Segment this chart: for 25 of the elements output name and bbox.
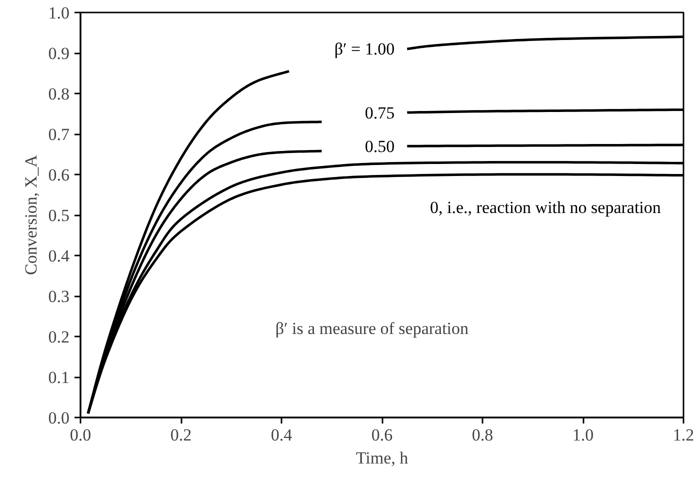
x-axis-title: Time, h: [356, 448, 409, 468]
annotation: β′ is a measure of separation: [275, 318, 470, 338]
y-tick-label: 0.3: [48, 287, 70, 306]
series-label: 0.50: [364, 137, 395, 156]
x-tick-label: 0.2: [170, 426, 192, 444]
series-label: 0, i.e., reaction with no separation: [430, 198, 662, 218]
x-tick-label: 1.2: [672, 426, 694, 444]
y-axis-title: Conversion, X_A: [21, 154, 40, 275]
x-tick-label: 0.0: [70, 426, 92, 444]
y-tick-label: 0.2: [48, 328, 70, 346]
y-tick-label: 0.6: [48, 166, 70, 184]
y-tick-label: 0.9: [48, 44, 70, 63]
y-tick-label: 1.0: [48, 4, 70, 22]
y-tick-label: 0.1: [48, 368, 70, 387]
y-tick-label: 0.8: [48, 84, 70, 104]
x-tick-label: 0.4: [270, 426, 293, 444]
y-tick-label: 0.7: [48, 125, 70, 144]
y-tick-label: 0.0: [48, 408, 70, 428]
series-label: β′ = 1.00: [334, 39, 395, 58]
x-tick-label: 1.0: [572, 426, 594, 444]
x-tick-label: 0.8: [472, 426, 494, 444]
x-tick-label: 0.6: [371, 426, 393, 444]
y-tick-label: 0.5: [48, 206, 70, 225]
y-tick-label: 0.4: [48, 246, 70, 266]
series-label: 0.75: [364, 104, 395, 123]
